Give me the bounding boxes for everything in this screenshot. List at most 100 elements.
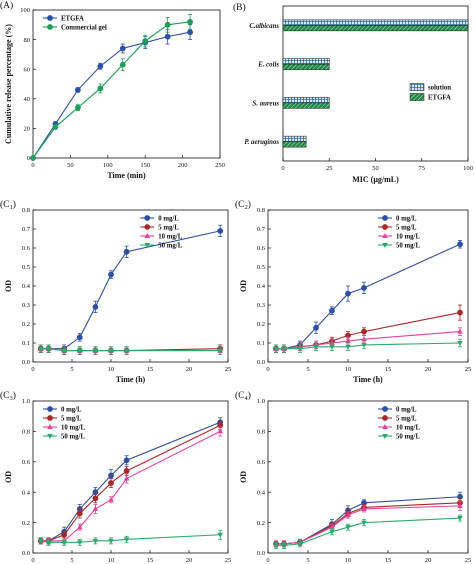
panel-label-subscript: 4: [245, 395, 249, 402]
legend-label: 0 mg/L: [158, 216, 179, 223]
panel-label-text: (C: [0, 390, 10, 401]
panel-label-text: (A): [0, 0, 13, 11]
data-point: [329, 340, 335, 345]
data-point: [119, 61, 126, 68]
y-axis-title: OD: [4, 471, 13, 483]
data-point: [61, 348, 67, 354]
x-tick-label: 25: [465, 366, 472, 373]
legend-swatch-marker: [47, 424, 53, 429]
data-point: [92, 505, 99, 511]
x-tick-label: 15: [147, 366, 154, 373]
panel-label-close: ): [248, 199, 251, 210]
data-point: [313, 344, 319, 350]
legend-swatch-marker: [144, 233, 151, 238]
x-axis-title: Time (min): [107, 171, 146, 180]
legend-label: 50 mg/L: [396, 434, 420, 441]
y-tick-label: 0.6: [257, 459, 266, 466]
y-tick-label: 0.1: [257, 340, 265, 347]
y-tick-label: 40: [24, 96, 31, 103]
data-point: [329, 529, 335, 535]
panel-label-c4: (C4): [235, 390, 251, 402]
y-tick-label: 0.2: [22, 520, 30, 527]
data-point: [297, 346, 303, 352]
legend-swatch-marker: [144, 215, 151, 221]
series-line: [40, 430, 221, 542]
data-point: [74, 104, 81, 111]
data-point: [164, 21, 171, 28]
data-point: [108, 538, 114, 544]
x-tick-label: 50: [67, 162, 74, 169]
y-tick-label: 0.8: [257, 207, 265, 214]
legend: 0 mg/L 5 mg/L 10 mg/L 50 mg/L: [378, 215, 420, 250]
x-tick-label: 0: [266, 366, 269, 373]
data-point: [273, 346, 279, 352]
x-tick-label: 200: [178, 162, 188, 169]
data-point: [45, 540, 52, 546]
series-10-mg-l: [38, 426, 223, 545]
x-tick-label: 20: [186, 557, 193, 564]
legend-label: ETGFA: [428, 95, 451, 102]
panel-label-text: (C: [235, 199, 245, 210]
legend-label: 0 mg/L: [396, 216, 417, 223]
series-line: [40, 230, 221, 350]
data-point: [123, 537, 130, 543]
data-point: [217, 228, 224, 234]
y-tick-label: 0.5: [257, 264, 265, 271]
data-point: [52, 124, 59, 130]
series-line: [276, 243, 461, 350]
bar-etgfa: [282, 141, 307, 148]
x-tick-label: 5: [306, 557, 309, 564]
legend-swatch-marker: [47, 24, 53, 30]
x-tick-label: 0: [281, 165, 284, 172]
legend-swatch-marker: [144, 224, 151, 230]
y-tick-label: 0.8: [22, 429, 30, 436]
y-tick-label: 0.0: [22, 550, 30, 557]
panel-label-subscript: 1: [10, 204, 13, 211]
data-point: [361, 336, 367, 342]
y-tick-label: 0.2: [257, 321, 265, 328]
x-tick-label: 75: [419, 165, 426, 172]
x-tick-label: 25: [326, 165, 333, 172]
x-tick-label: 25: [225, 366, 232, 373]
panel-label-close: ): [13, 390, 16, 401]
y-tick-label: 0.7: [22, 226, 31, 233]
series-line: [276, 517, 461, 546]
data-point: [457, 502, 463, 508]
data-point: [329, 307, 335, 314]
data-point: [457, 241, 463, 248]
legend-swatch-marker: [47, 406, 53, 412]
data-point: [77, 348, 83, 354]
series-line: [276, 505, 461, 545]
x-tick-label: 100: [103, 162, 113, 169]
series-line: [276, 342, 461, 350]
data-point: [361, 285, 367, 291]
series-line: [32, 31, 191, 159]
y-axis-title: OD: [239, 471, 248, 483]
data-point: [108, 496, 114, 502]
y-tick-label: 0.3: [22, 302, 30, 309]
x-tick-label: 5: [70, 366, 73, 373]
legend-swatch-marker: [144, 243, 151, 248]
data-point: [313, 324, 319, 331]
y-tick-label: 20: [24, 126, 31, 133]
data-point: [457, 516, 463, 522]
legend: 0 mg/L 5 mg/L 10 mg/L 50 mg/L: [378, 406, 420, 441]
bar-etgfa: [282, 102, 330, 109]
bar-solution: [282, 135, 307, 142]
bar-solution: [282, 58, 330, 65]
x-tick-label: 10: [108, 366, 115, 373]
legend-swatch-marker: [47, 15, 53, 21]
legend-label: 0 mg/L: [61, 407, 82, 414]
data-point: [361, 520, 367, 526]
series-commercial-gel: [30, 14, 193, 161]
legend: solution ETGFA: [409, 83, 451, 102]
x-tick-label: 100: [463, 165, 473, 172]
data-point: [361, 328, 367, 335]
x-tick-label: 25: [225, 557, 232, 564]
data-point: [61, 540, 67, 546]
legend-swatch-marker: [382, 215, 388, 221]
data-point: [345, 338, 351, 344]
x-tick-label: 10: [345, 557, 352, 564]
y-tick-label: 0.4: [22, 283, 31, 290]
